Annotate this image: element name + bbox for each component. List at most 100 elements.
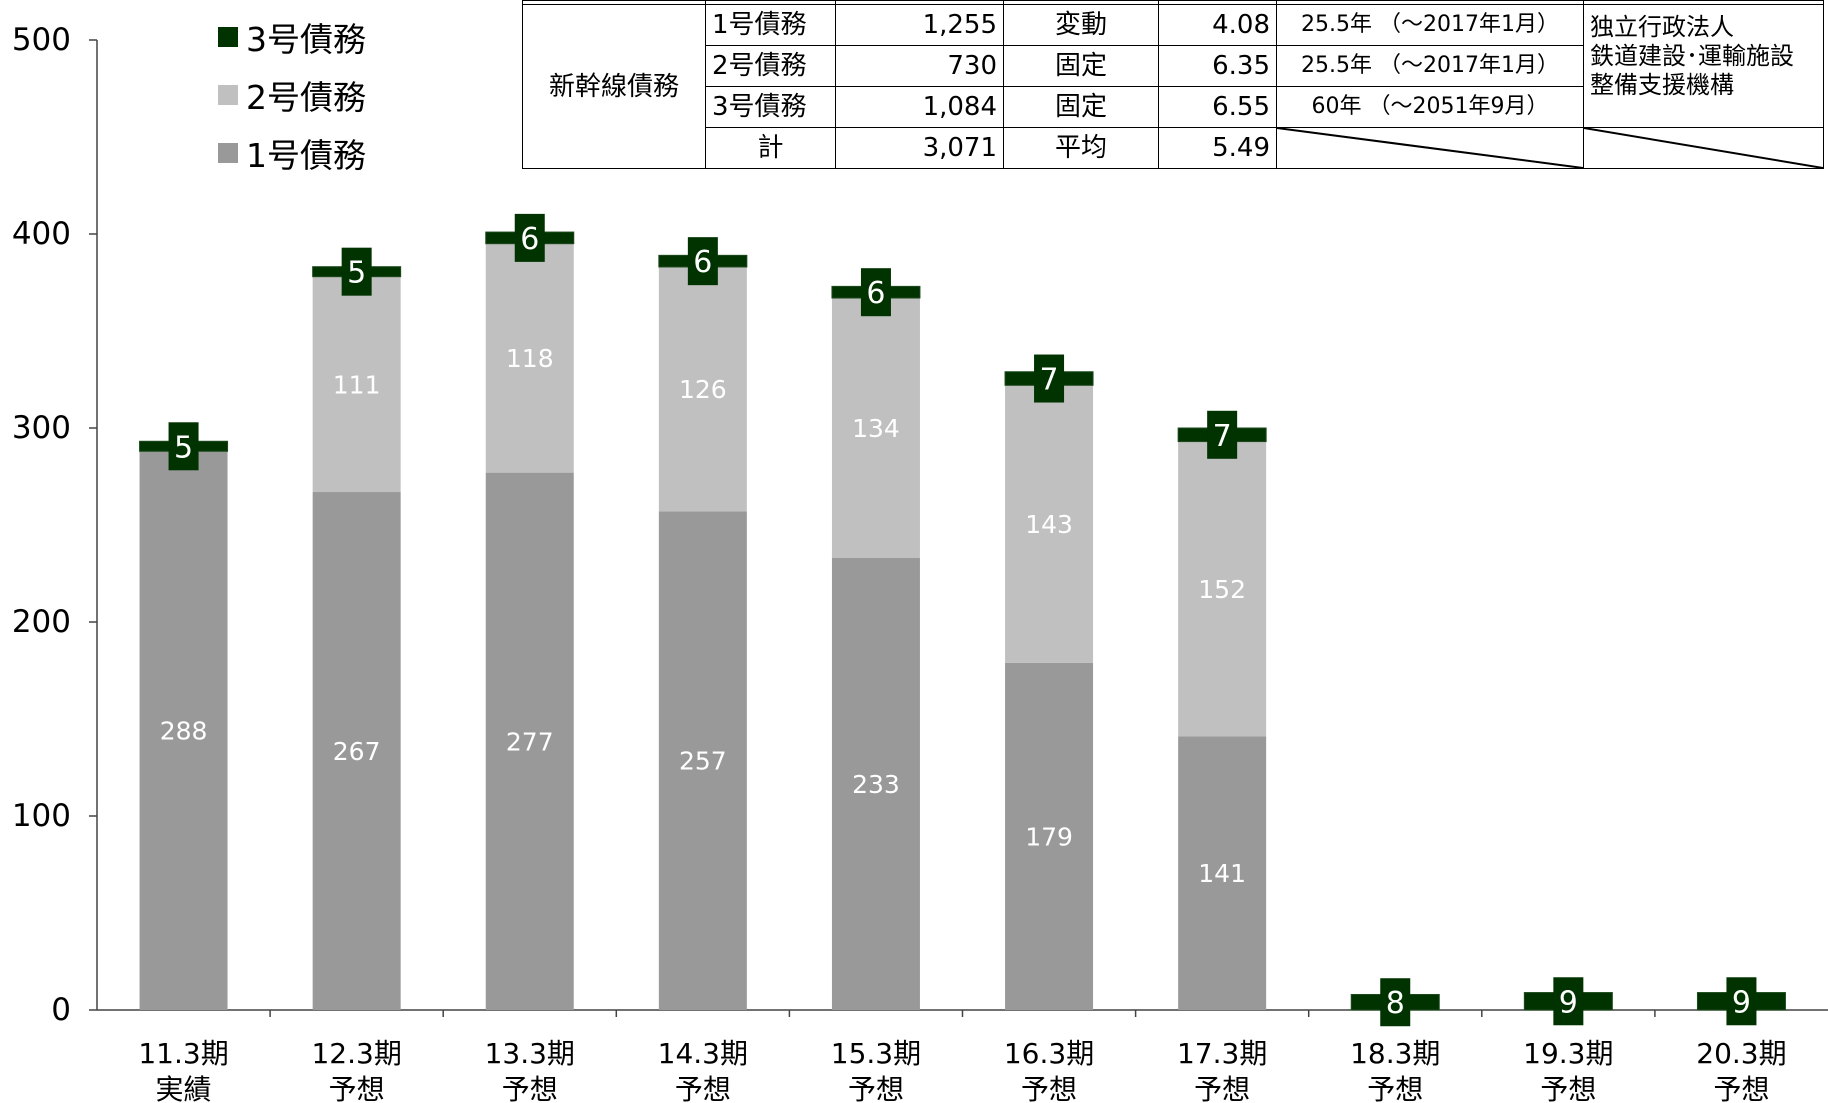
group-label-cell: 新幹線債務 [522, 4, 706, 169]
data-label-3-box [1207, 410, 1238, 459]
data-label-1: 141 [1198, 859, 1246, 888]
row-rate: 6.35 [1158, 45, 1277, 87]
bar-segment-1 [485, 472, 574, 1010]
org-line: 鉄道建設･運輸施設 [1590, 42, 1794, 70]
x-tick-label-line: 予想 [502, 1073, 558, 1103]
row-amount: 1,084 [835, 86, 1004, 128]
x-tick-label: 19.3期予想 [1523, 1037, 1613, 1103]
row-period: 60年 （～2051年9月） [1276, 86, 1584, 128]
data-label-3: 8 [1386, 986, 1405, 1021]
data-label-3: 5 [347, 256, 366, 291]
data-label-3-box [514, 213, 545, 262]
data-label-1: 257 [679, 747, 727, 776]
legend-item-1: 1号債務 [218, 124, 366, 182]
bar-segment-2 [312, 276, 401, 493]
bar-segment-1 [658, 511, 747, 1010]
x-tick-label-line: 予想 [1540, 1073, 1596, 1103]
bar-segment-2 [831, 298, 920, 558]
data-label-3: 7 [1213, 419, 1232, 454]
row-type: 固定 [1003, 45, 1159, 87]
x-tick-label-line: 予想 [848, 1073, 904, 1103]
data-label-3-box [1034, 354, 1065, 403]
x-tick-label-line: 14.3期 [658, 1037, 748, 1070]
table-row: 3号債務 1,084 固定 6.55 60年 （～2051年9月） [523, 86, 1824, 128]
data-label-2: 134 [852, 414, 900, 443]
data-label-3-box [1726, 977, 1757, 1026]
legend-label-2: 2号債務 [246, 78, 366, 117]
bar-segment-2 [1005, 385, 1094, 663]
data-label-2: 111 [333, 370, 381, 399]
data-label-3: 5 [174, 430, 193, 465]
bar-segment-1 [312, 492, 401, 1010]
total-type: 平均 [1003, 127, 1159, 169]
x-tick-label: 17.3期予想 [1177, 1037, 1267, 1103]
data-label-3: 6 [866, 276, 885, 311]
x-tick-label-line: 予想 [1021, 1073, 1077, 1103]
row-name: 3号債務 [705, 86, 836, 128]
data-label-3-box [168, 422, 199, 471]
data-label-3: 6 [693, 245, 712, 280]
legend-swatch-2 [218, 85, 238, 105]
diagonal-line [1584, 128, 1823, 168]
y-tick-label: 0 [51, 992, 71, 1028]
row-name: 1号債務 [705, 4, 836, 46]
legend-swatch-1 [218, 143, 238, 163]
row-name: 2号債務 [705, 45, 836, 87]
bar-segment-1 [1005, 662, 1094, 1010]
x-tick-label-line: 17.3期 [1177, 1037, 1267, 1070]
data-label-3-box [341, 247, 372, 296]
x-tick-label-line: 予想 [1367, 1073, 1423, 1103]
y-tick-label: 200 [12, 604, 71, 640]
row-period: 25.5年 （～2017年1月） [1276, 4, 1584, 46]
bar-segment-2 [485, 243, 574, 473]
x-tick-label-line: 予想 [329, 1073, 385, 1103]
x-tick-label-line: 15.3期 [831, 1037, 921, 1070]
bar-segment-2 [658, 266, 747, 512]
x-tick-label-line: 実績 [156, 1073, 212, 1103]
org-line: 独立行政法人 [1590, 13, 1734, 41]
x-tick-label-line: 12.3期 [311, 1037, 401, 1070]
data-label-1: 179 [1025, 822, 1073, 851]
legend: 3号債務 2号債務 1号債務 [218, 8, 366, 182]
data-label-1: 267 [333, 737, 381, 766]
y-tick-label: 300 [12, 410, 71, 446]
data-label-3: 7 [1040, 363, 1059, 398]
legend-item-3: 3号債務 [218, 8, 366, 66]
diagonal-line [1277, 128, 1583, 168]
x-tick-label: 11.3期実績 [138, 1037, 228, 1103]
x-tick-label: 12.3期予想 [311, 1037, 401, 1103]
x-tick-label: 14.3期予想 [658, 1037, 748, 1103]
x-tick-label: 15.3期予想 [831, 1037, 921, 1103]
x-tick-label-line: 11.3期 [138, 1037, 228, 1070]
org-cell: 独立行政法人 鉄道建設･運輸施設 整備支援機構 [1583, 4, 1824, 128]
x-tick-label-line: 予想 [1713, 1073, 1769, 1103]
total-amount: 3,071 [835, 127, 1004, 169]
row-amount: 730 [835, 45, 1004, 87]
debt-info-table: 新幹線債務 1号債務 1,255 変動 4.08 25.5年 （～2017年1月… [522, 0, 1824, 169]
y-tick-label: 100 [12, 798, 71, 834]
row-type: 変動 [1003, 4, 1159, 46]
bar-segment-2 [1178, 441, 1267, 737]
row-amount: 1,255 [835, 4, 1004, 46]
table-row-total: 計 3,071 平均 5.49 [523, 127, 1824, 169]
data-label-3: 9 [1732, 985, 1751, 1020]
x-tick-label-line: 13.3期 [485, 1037, 575, 1070]
data-label-1: 288 [160, 717, 208, 746]
x-tick-label-line: 予想 [1194, 1073, 1250, 1103]
data-label-1: 233 [852, 770, 900, 799]
data-label-3-box [1380, 978, 1411, 1027]
x-tick-label: 16.3期予想 [1004, 1037, 1094, 1103]
org-line: 整備支援機構 [1590, 71, 1734, 99]
diagonal-cell [1276, 127, 1584, 169]
table-row: 新幹線債務 1号債務 1,255 変動 4.08 25.5年 （～2017年1月… [522, 4, 1824, 169]
legend-swatch-3 [218, 27, 238, 47]
x-tick-label-line: 20.3期 [1696, 1037, 1786, 1070]
data-label-2: 118 [506, 344, 554, 373]
row-rate: 6.55 [1158, 86, 1277, 128]
data-label-3: 6 [520, 222, 539, 257]
diagonal-cell [1583, 127, 1824, 169]
x-tick-label-line: 18.3期 [1350, 1037, 1440, 1070]
row-type: 固定 [1003, 86, 1159, 128]
legend-label-1: 1号債務 [246, 136, 366, 175]
